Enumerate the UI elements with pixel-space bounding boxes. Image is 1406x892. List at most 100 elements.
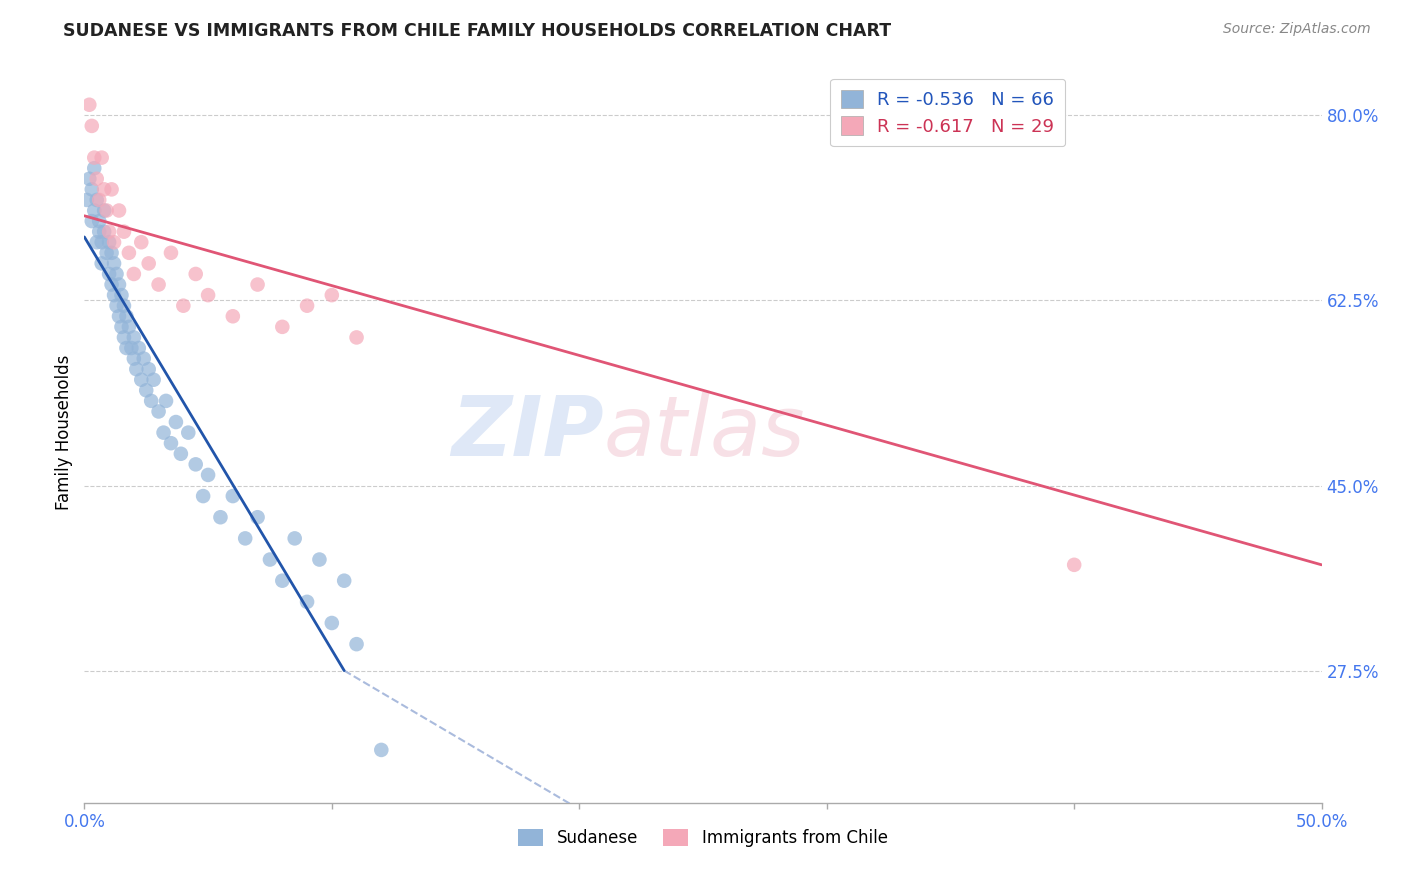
Point	[98, 235, 121, 250]
Point	[79, 97, 101, 112]
Point	[112, 299, 135, 313]
Point	[246, 277, 269, 292]
Point	[103, 235, 125, 250]
Point	[118, 319, 141, 334]
Point	[89, 214, 111, 228]
Point	[79, 171, 101, 186]
Point	[83, 161, 105, 176]
Point	[86, 235, 108, 250]
Point	[108, 277, 131, 292]
Point	[271, 319, 294, 334]
Point	[98, 267, 121, 281]
Point	[197, 288, 219, 302]
Point	[90, 151, 112, 165]
Point	[284, 532, 307, 546]
Point	[129, 235, 152, 250]
Point	[152, 425, 174, 440]
Point	[209, 510, 232, 524]
Point	[100, 182, 122, 196]
Point	[172, 299, 194, 313]
Point	[191, 489, 214, 503]
Point	[122, 267, 145, 281]
Point	[112, 225, 135, 239]
Point	[110, 288, 132, 302]
Point	[222, 489, 245, 503]
Point	[160, 245, 183, 260]
Point	[129, 373, 152, 387]
Point	[141, 393, 163, 408]
Point	[122, 330, 145, 344]
Text: SUDANESE VS IMMIGRANTS FROM CHILE FAMILY HOUSEHOLDS CORRELATION CHART: SUDANESE VS IMMIGRANTS FROM CHILE FAMILY…	[63, 22, 891, 40]
Point	[155, 393, 177, 408]
Text: ZIP: ZIP	[451, 392, 605, 473]
Point	[346, 637, 368, 651]
Point	[177, 425, 200, 440]
Point	[1063, 558, 1085, 572]
Point	[184, 458, 207, 472]
Point	[96, 203, 118, 218]
Point	[271, 574, 294, 588]
Point	[115, 341, 138, 355]
Point	[128, 341, 150, 355]
Text: Source: ZipAtlas.com: Source: ZipAtlas.com	[1223, 22, 1371, 37]
Point	[132, 351, 155, 366]
Legend: Sudanese, Immigrants from Chile: Sudanese, Immigrants from Chile	[512, 822, 894, 854]
Point	[83, 203, 105, 218]
Point	[110, 319, 132, 334]
Point	[86, 193, 108, 207]
Point	[125, 362, 148, 376]
Point	[370, 743, 392, 757]
Point	[321, 288, 343, 302]
Point	[80, 214, 103, 228]
Point	[118, 245, 141, 260]
Point	[222, 310, 245, 324]
Point	[165, 415, 187, 429]
Point	[100, 245, 122, 260]
Point	[148, 404, 170, 418]
Point	[76, 193, 98, 207]
Point	[321, 615, 343, 630]
Point	[259, 552, 281, 566]
Point	[105, 299, 128, 313]
Point	[83, 151, 105, 165]
Point	[122, 351, 145, 366]
Point	[89, 225, 111, 239]
Point	[93, 225, 115, 239]
Point	[112, 330, 135, 344]
Point	[105, 267, 128, 281]
Point	[138, 362, 160, 376]
Point	[98, 225, 121, 239]
Point	[295, 299, 318, 313]
Point	[184, 267, 207, 281]
Point	[246, 510, 269, 524]
Point	[135, 384, 157, 398]
Point	[89, 193, 111, 207]
Y-axis label: Family Households: Family Households	[55, 355, 73, 510]
Point	[86, 171, 108, 186]
Point	[93, 203, 115, 218]
Text: atlas: atlas	[605, 392, 806, 473]
Point	[308, 552, 330, 566]
Point	[90, 235, 112, 250]
Point	[115, 310, 138, 324]
Point	[233, 532, 256, 546]
Point	[170, 447, 193, 461]
Point	[138, 256, 160, 270]
Point	[333, 574, 356, 588]
Point	[160, 436, 183, 450]
Point	[100, 277, 122, 292]
Point	[93, 182, 115, 196]
Point	[80, 182, 103, 196]
Point	[197, 467, 219, 482]
Point	[346, 330, 368, 344]
Point	[103, 256, 125, 270]
Point	[108, 310, 131, 324]
Point	[96, 245, 118, 260]
Point	[148, 277, 170, 292]
Point	[103, 288, 125, 302]
Point	[80, 119, 103, 133]
Point	[295, 595, 318, 609]
Point	[120, 341, 142, 355]
Point	[142, 373, 165, 387]
Point	[90, 256, 112, 270]
